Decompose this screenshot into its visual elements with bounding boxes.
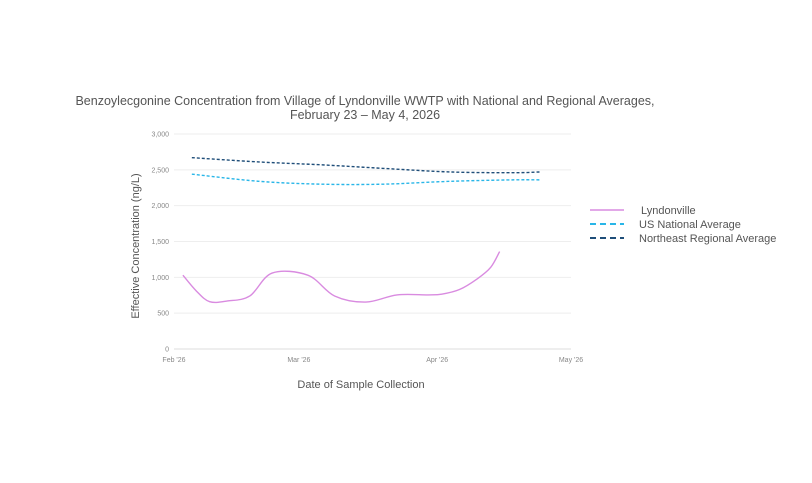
x-axis-title: Date of Sample Collection [297, 379, 424, 391]
series-line-3 [191, 156, 540, 174]
chart-title-line-2: February 23 – May 4, 2026 [290, 108, 440, 122]
legend-label: Lyndonville [641, 205, 696, 217]
series-line-1 [182, 251, 501, 304]
legend-label: Northeast Regional Average [639, 233, 776, 245]
y-tick-label: 1,000 [151, 275, 169, 282]
y-tick-label: 2,500 [151, 167, 169, 174]
y-axis-title: Effective Concentration (ng/L) [130, 173, 142, 318]
x-axis-ticks: Feb '26 Mar '26 Apr '26 May '26 [162, 357, 583, 364]
y-tick-label: 2,000 [151, 203, 169, 210]
x-tick-label: Feb '26 [162, 357, 185, 364]
gridlines [174, 133, 571, 350]
legend-label: US National Average [639, 219, 741, 231]
x-tick-label: May '26 [559, 357, 583, 364]
series-line-2 [191, 173, 540, 186]
legend: Lyndonville US National Average Northeast … [590, 205, 776, 245]
y-tick-label: 1,500 [151, 239, 169, 246]
x-tick-label: Mar '26 [287, 357, 310, 364]
chart-title-line-1: Benzoylecgonine Concentration from Villa… [75, 94, 654, 108]
y-tick-label: 3,000 [151, 132, 169, 139]
y-tick-label: 0 [165, 347, 169, 354]
y-tick-label: 500 [157, 311, 169, 318]
y-axis-ticks: 0 500 1,000 1,500 2,000 2,500 3,000 [151, 132, 169, 354]
series-lines [182, 156, 540, 304]
x-tick-label: Apr '26 [426, 357, 448, 364]
